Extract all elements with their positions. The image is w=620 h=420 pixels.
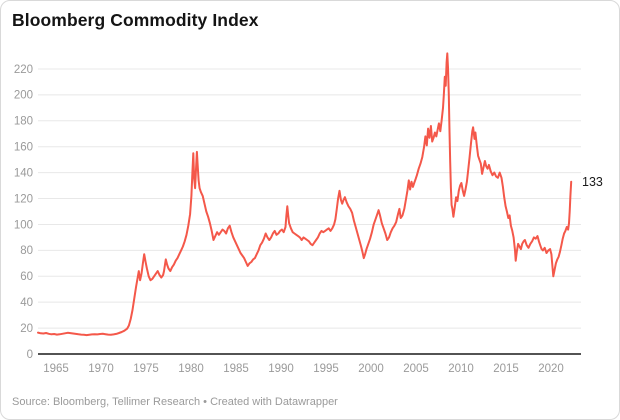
x-tick-label: 2020 bbox=[538, 363, 564, 375]
series-end-value-label: 133 bbox=[582, 175, 603, 189]
x-tick-label: 1970 bbox=[88, 363, 114, 375]
x-tick-label: 1985 bbox=[223, 363, 249, 375]
x-tick-label: 2015 bbox=[493, 363, 519, 375]
y-tick-label: 0 bbox=[27, 349, 33, 361]
y-tick-label: 40 bbox=[20, 297, 33, 309]
x-tick-label: 1965 bbox=[43, 363, 69, 375]
y-tick-label: 180 bbox=[14, 116, 33, 128]
source-attribution: Source: Bloomberg, Tellimer Research • C… bbox=[12, 396, 338, 408]
x-tick-label: 1990 bbox=[268, 363, 294, 375]
x-tick-label: 1980 bbox=[178, 363, 204, 375]
y-tick-label: 220 bbox=[14, 64, 33, 76]
y-tick-label: 200 bbox=[14, 90, 33, 102]
y-tick-label: 100 bbox=[14, 219, 33, 231]
x-tick-label: 2010 bbox=[448, 363, 474, 375]
x-tick-label: 2000 bbox=[358, 363, 384, 375]
x-tick-label: 1975 bbox=[133, 363, 159, 375]
x-tick-label: 2005 bbox=[403, 363, 429, 375]
x-tick-label: 1995 bbox=[313, 363, 339, 375]
y-tick-label: 160 bbox=[14, 142, 33, 154]
y-tick-label: 60 bbox=[20, 271, 33, 283]
y-tick-label: 120 bbox=[14, 193, 33, 205]
chart-title: Bloomberg Commodity Index bbox=[12, 10, 259, 30]
y-tick-label: 140 bbox=[14, 167, 33, 179]
y-tick-label: 80 bbox=[20, 245, 33, 257]
y-tick-label: 20 bbox=[20, 323, 33, 335]
series-line bbox=[37, 52, 573, 337]
